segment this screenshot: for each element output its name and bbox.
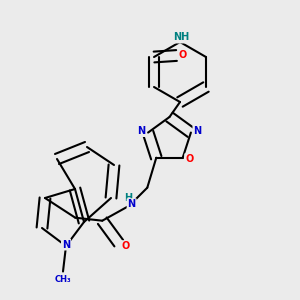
Text: N: N [128,199,136,209]
Text: CH₃: CH₃ [55,274,71,284]
Text: O: O [179,50,187,61]
Text: O: O [121,241,130,251]
Text: N: N [194,126,202,136]
Text: N: N [137,126,146,136]
Text: N: N [62,239,70,250]
Text: NH: NH [173,32,190,43]
Text: H: H [124,193,132,203]
Text: O: O [185,154,194,164]
